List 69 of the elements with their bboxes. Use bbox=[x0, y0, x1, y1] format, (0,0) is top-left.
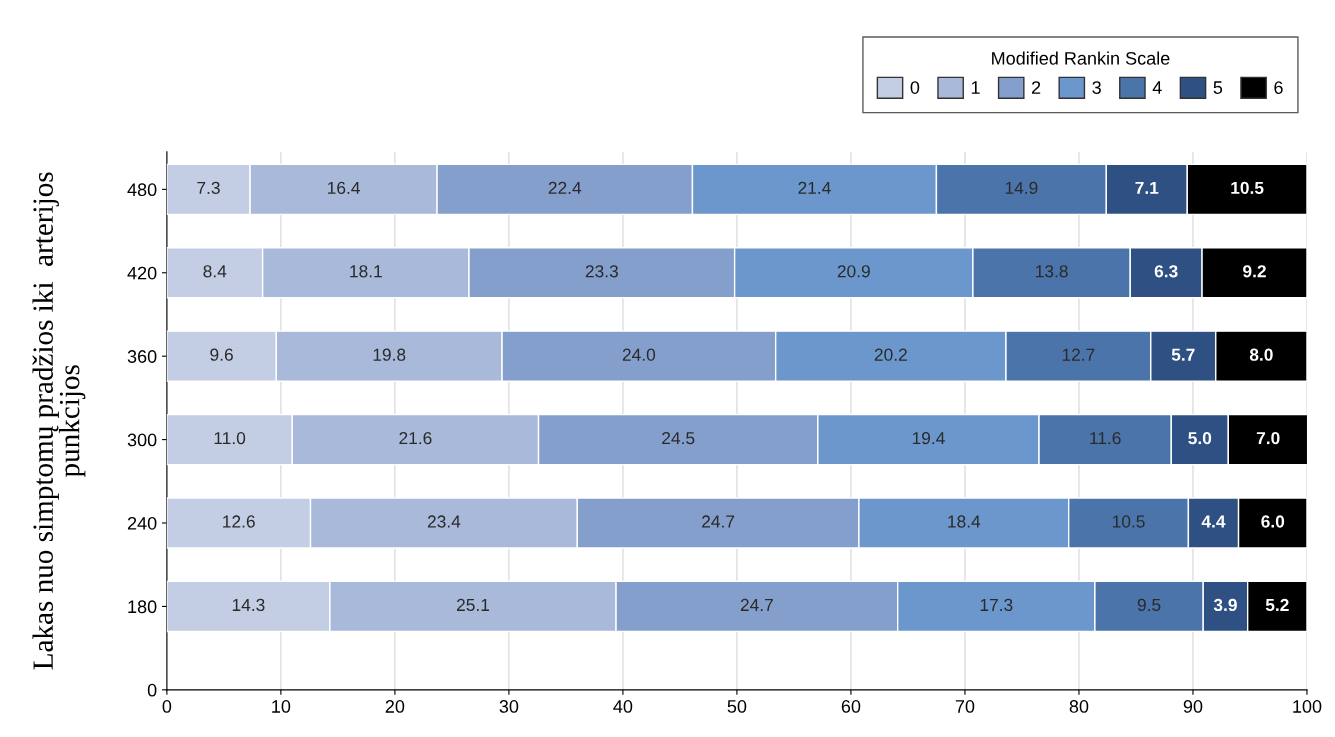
data-label: 6.3 bbox=[1154, 265, 1178, 278]
data-label: 25.1 bbox=[456, 598, 490, 612]
data-label: 7.1 bbox=[1135, 181, 1159, 194]
legend-label: 5 bbox=[1213, 81, 1223, 94]
data-label: 5.0 bbox=[1188, 431, 1212, 445]
data-label: 13.8 bbox=[1036, 265, 1068, 278]
x-tick-label: 90 bbox=[1183, 700, 1203, 713]
data-label: 19.4 bbox=[912, 431, 945, 445]
y-tick-label: 240 bbox=[127, 516, 157, 530]
x-tick-label: 60 bbox=[841, 700, 861, 713]
data-label: 11.6 bbox=[1090, 431, 1121, 445]
data-label: 14.3 bbox=[232, 598, 265, 612]
data-label: 6.0 bbox=[1261, 515, 1285, 528]
data-label: 9.6 bbox=[210, 348, 233, 361]
x-tick-label: 50 bbox=[727, 700, 747, 713]
data-label: 10.5 bbox=[1231, 181, 1264, 195]
y-tick-label: 180 bbox=[128, 600, 157, 614]
y-tick-label: 360 bbox=[127, 350, 157, 363]
data-label: 11.0 bbox=[214, 431, 246, 445]
data-label: 7.0 bbox=[1256, 431, 1280, 445]
data-label: 23.3 bbox=[585, 265, 618, 278]
x-tick-label: 100 bbox=[1293, 700, 1322, 713]
data-label: 18.1 bbox=[350, 265, 382, 278]
data-label: 12.6 bbox=[223, 515, 255, 528]
legend-label: 3 bbox=[1092, 81, 1101, 94]
legend-label: 0 bbox=[910, 81, 920, 94]
legend-title: Modified Rankin Scale bbox=[992, 51, 1170, 65]
legend-label: 4 bbox=[1152, 81, 1162, 94]
x-tick-label: 0 bbox=[162, 700, 172, 713]
data-label: 4.4 bbox=[1201, 515, 1226, 528]
y-tick-label: 480 bbox=[127, 183, 157, 197]
y-axis-title: Lakas nuo simptomų pradžios iki arterijos punkcijos bbox=[32, 172, 86, 670]
data-label: 19.8 bbox=[373, 348, 406, 361]
data-label: 8.0 bbox=[1249, 348, 1273, 361]
legend-label: 2 bbox=[1031, 81, 1041, 94]
data-label: 9.2 bbox=[1243, 265, 1266, 278]
data-label: 24.5 bbox=[662, 431, 695, 445]
data-label: 22.4 bbox=[548, 181, 582, 194]
data-label: 23.4 bbox=[427, 515, 461, 528]
x-tick-label: 20 bbox=[385, 700, 405, 713]
y-tick-label: 0 bbox=[147, 683, 157, 697]
data-label: 24.7 bbox=[702, 515, 735, 528]
legend-label: 6 bbox=[1274, 81, 1283, 94]
data-label: 16.4 bbox=[328, 181, 360, 195]
y-tick-label: 420 bbox=[127, 266, 157, 280]
data-label: 17.3 bbox=[980, 598, 1013, 612]
data-label: 21.6 bbox=[399, 431, 432, 445]
x-tick-label: 30 bbox=[499, 700, 519, 713]
x-tick-label: 40 bbox=[613, 700, 633, 713]
data-label: 24.7 bbox=[740, 598, 773, 611]
x-tick-label: 70 bbox=[955, 700, 975, 713]
data-label: 9.5 bbox=[1137, 598, 1161, 612]
data-label: 20.9 bbox=[837, 265, 870, 278]
data-label: 10.5 bbox=[1112, 515, 1145, 528]
data-label: 24.0 bbox=[622, 348, 656, 361]
data-label: 14.9 bbox=[1005, 181, 1038, 195]
y-tick-label: 300 bbox=[127, 433, 157, 447]
x-tick-label: 80 bbox=[1069, 700, 1089, 713]
data-label: 18.4 bbox=[948, 515, 981, 528]
data-label: 5.7 bbox=[1171, 348, 1195, 361]
data-label: 21.4 bbox=[798, 181, 831, 194]
data-label: 12.7 bbox=[1062, 348, 1095, 361]
data-label: 3.9 bbox=[1213, 598, 1237, 612]
legend-label: 1 bbox=[971, 81, 980, 94]
data-label: 5.2 bbox=[1265, 598, 1289, 612]
data-label: 7.3 bbox=[197, 181, 220, 195]
data-label: 20.2 bbox=[874, 348, 907, 361]
x-tick-label: 10 bbox=[272, 700, 291, 713]
data-label: 8.4 bbox=[203, 265, 227, 278]
